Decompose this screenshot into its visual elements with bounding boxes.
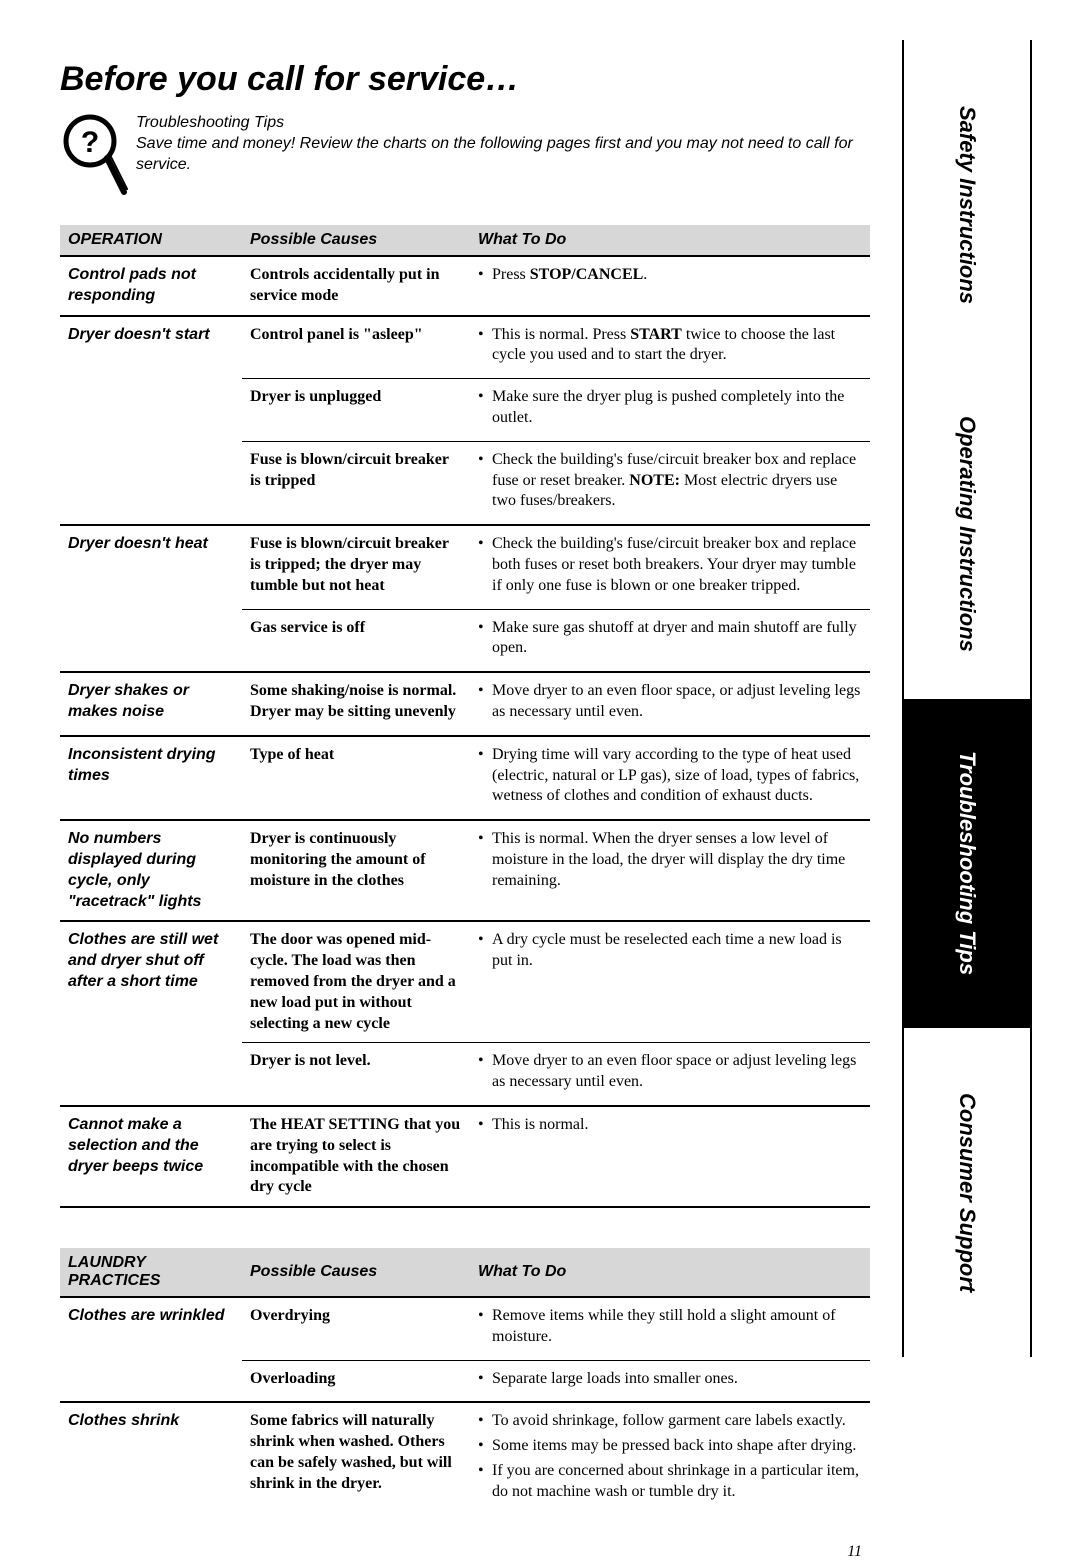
todo-cell: Make sure gas shutoff at dryer and main … [470, 609, 870, 672]
col-header: LAUNDRY PRACTICES [60, 1248, 242, 1297]
col-header: What To Do [470, 225, 870, 256]
cause-cell: Gas service is off [242, 609, 470, 672]
todo-cell: This is normal. When the dryer senses a … [470, 820, 870, 921]
todo-cell: Move dryer to an even floor space or adj… [470, 1043, 870, 1106]
todo-item: This is normal. [478, 1115, 862, 1136]
todo-cell: Make sure the dryer plug is pushed compl… [470, 379, 870, 442]
todo-cell: Press STOP/CANCEL. [470, 256, 870, 316]
cause-cell: Dryer is continuously monitoring the amo… [242, 820, 470, 921]
cause-cell: Some fabrics will naturally shrink when … [242, 1402, 470, 1514]
problem-cell: Control pads not responding [60, 256, 242, 316]
cause-cell: Fuse is blown/circuit breaker is tripped [242, 441, 470, 525]
sidebar-tab[interactable]: Safety Instructions [904, 40, 1030, 369]
todo-item: Check the building's fuse/circuit breake… [478, 450, 862, 512]
todo-cell: This is normal. Press START twice to cho… [470, 316, 870, 379]
cause-cell: The HEAT SETTING that you are trying to … [242, 1106, 470, 1207]
sidebar-tab-label: Troubleshooting Tips [954, 751, 980, 975]
cause-cell: The door was opened mid-cycle. The load … [242, 921, 470, 1042]
cause-cell: Some shaking/noise is normal. Dryer may … [242, 672, 470, 736]
todo-item: Make sure the dryer plug is pushed compl… [478, 387, 862, 429]
todo-item: Make sure gas shutoff at dryer and main … [478, 618, 862, 660]
todo-cell: To avoid shrinkage, follow garment care … [470, 1402, 870, 1514]
intro-body: Save time and money! Review the charts o… [136, 135, 853, 173]
problem-cell: Clothes are still wet and dryer shut off… [60, 921, 242, 1106]
cause-cell: Controls accidentally put in service mod… [242, 256, 470, 316]
page-title: Before you call for service… [60, 60, 870, 99]
sidebar-tab[interactable]: Troubleshooting Tips [904, 699, 1030, 1028]
col-header: OPERATION [60, 225, 242, 256]
cause-cell: Overdrying [242, 1297, 470, 1360]
todo-cell: Drying time will vary according to the t… [470, 736, 870, 820]
cause-cell: Overloading [242, 1360, 470, 1402]
todo-item: Separate large loads into smaller ones. [478, 1369, 862, 1390]
col-header: What To Do [470, 1248, 870, 1297]
sidebar-tab[interactable]: Operating Instructions [904, 369, 1030, 698]
todo-item: This is normal. Press START twice to cho… [478, 325, 862, 367]
todo-item: To avoid shrinkage, follow garment care … [478, 1411, 862, 1432]
cause-cell: Dryer is not level. [242, 1043, 470, 1106]
problem-cell: Cannot make a selection and the dryer be… [60, 1106, 242, 1207]
todo-cell: Separate large loads into smaller ones. [470, 1360, 870, 1402]
operation-table: OPERATION Possible Causes What To Do Con… [60, 225, 870, 1208]
sidebar-tab-label: Safety Instructions [954, 106, 980, 304]
problem-cell: Dryer doesn't start [60, 316, 242, 526]
todo-cell: This is normal. [470, 1106, 870, 1207]
sidebar-tab-label: Operating Instructions [954, 416, 980, 652]
todo-item: Press STOP/CANCEL. [478, 265, 862, 286]
sidebar-tab-label: Consumer Support [954, 1093, 980, 1292]
todo-item: A dry cycle must be reselected each time… [478, 930, 862, 972]
todo-item: Move dryer to an even floor space or adj… [478, 1051, 862, 1093]
todo-item: If you are concerned about shrinkage in … [478, 1461, 862, 1503]
problem-cell: No numbers displayed during cycle, only … [60, 820, 242, 921]
svg-text:?: ? [81, 126, 99, 159]
col-header: Possible Causes [242, 225, 470, 256]
todo-item: Drying time will vary according to the t… [478, 745, 862, 807]
todo-item: Remove items while they still hold a sli… [478, 1306, 862, 1348]
todo-cell: A dry cycle must be reselected each time… [470, 921, 870, 1042]
todo-cell: Check the building's fuse/circuit breake… [470, 525, 870, 609]
todo-item: Some items may be pressed back into shap… [478, 1436, 862, 1457]
intro-heading: Troubleshooting Tips [136, 113, 870, 134]
intro-text: Troubleshooting Tips Save time and money… [136, 111, 870, 175]
todo-item: Move dryer to an even floor space, or ad… [478, 681, 862, 723]
cause-cell: Dryer is unplugged [242, 379, 470, 442]
intro-row: ? Troubleshooting Tips Save time and mon… [60, 111, 870, 201]
magnifier-question-icon: ? [60, 111, 130, 201]
col-header: Possible Causes [242, 1248, 470, 1297]
problem-cell: Clothes shrink [60, 1402, 242, 1514]
todo-item: Check the building's fuse/circuit breake… [478, 534, 862, 596]
page-number: 11 [60, 1543, 870, 1561]
sidebar-tabs: Safety Instructions Operating Instruction… [902, 40, 1032, 1357]
todo-cell: Check the building's fuse/circuit breake… [470, 441, 870, 525]
cause-cell: Type of heat [242, 736, 470, 820]
sidebar-tab[interactable]: Consumer Support [904, 1028, 1030, 1357]
todo-item: This is normal. When the dryer senses a … [478, 829, 862, 891]
problem-cell: Inconsistent drying times [60, 736, 242, 820]
cause-cell: Fuse is blown/circuit breaker is tripped… [242, 525, 470, 609]
problem-cell: Dryer shakes or makes noise [60, 672, 242, 736]
todo-cell: Move dryer to an even floor space, or ad… [470, 672, 870, 736]
page-content: Before you call for service… ? Troublesh… [60, 0, 870, 1561]
problem-cell: Dryer doesn't heat [60, 525, 242, 672]
cause-cell: Control panel is "asleep" [242, 316, 470, 379]
todo-cell: Remove items while they still hold a sli… [470, 1297, 870, 1360]
problem-cell: Clothes are wrinkled [60, 1297, 242, 1402]
laundry-table: LAUNDRY PRACTICES Possible Causes What T… [60, 1248, 870, 1515]
